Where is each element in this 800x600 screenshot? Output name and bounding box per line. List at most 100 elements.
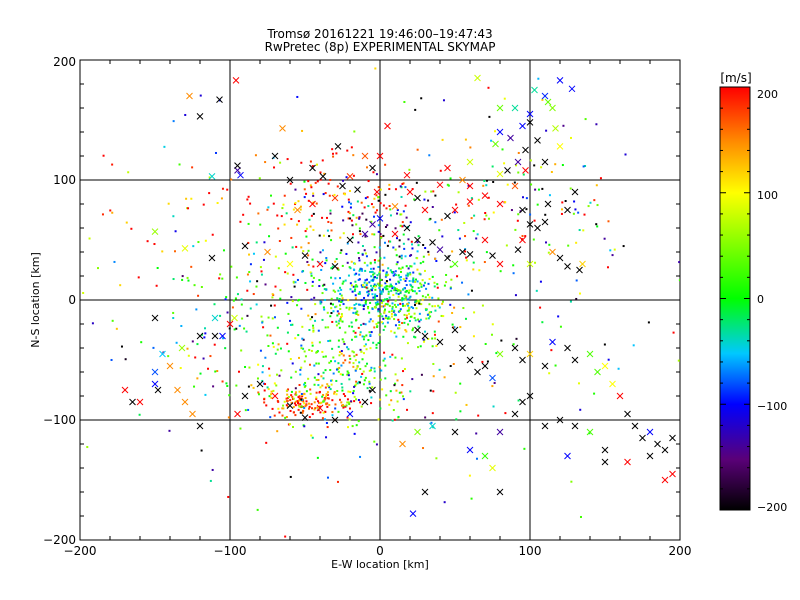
data-point-dot — [400, 270, 403, 273]
data-point-x — [159, 350, 166, 358]
data-point-x — [489, 464, 496, 472]
data-point-dot — [202, 203, 205, 206]
data-point-dot — [370, 284, 373, 287]
data-point-dot — [443, 376, 446, 379]
data-point-dot — [340, 288, 343, 291]
data-point-x-stroke — [391, 230, 399, 238]
data-point-dot — [361, 335, 364, 338]
data-point-dot — [397, 303, 400, 306]
data-point-dot — [300, 347, 303, 350]
data-point-dot — [312, 192, 315, 195]
data-point-dot — [339, 307, 342, 310]
data-point-dot — [353, 355, 356, 358]
data-point-dot — [337, 370, 340, 373]
data-point-dot — [360, 201, 363, 204]
data-point-x — [294, 206, 301, 214]
data-point-x-stroke — [361, 230, 369, 238]
data-point-x — [564, 452, 571, 460]
data-point-dot — [299, 205, 302, 208]
data-point-x — [564, 344, 571, 352]
data-point-dot — [362, 370, 365, 373]
data-point-dot — [389, 278, 392, 281]
data-point-dot — [486, 360, 489, 363]
data-point-x — [361, 398, 369, 406]
data-point-dot — [370, 275, 373, 278]
data-point-x-stroke — [406, 188, 414, 196]
data-point-dot — [451, 323, 454, 326]
data-point-x-stroke — [414, 326, 421, 334]
data-point-dot — [349, 267, 352, 270]
data-point-dot — [224, 347, 227, 350]
data-point-dot — [321, 216, 324, 219]
y-tick-label: 100 — [53, 173, 76, 187]
data-point-dot — [263, 389, 266, 392]
data-point-dot — [355, 335, 358, 338]
data-point-dot — [249, 280, 252, 283]
data-point-dot — [125, 221, 128, 224]
data-point-x-stroke — [564, 344, 571, 352]
data-point-dot — [373, 246, 376, 249]
data-point-dot — [299, 402, 302, 405]
data-point-dot — [204, 327, 207, 330]
data-point-dot — [495, 352, 498, 355]
data-point-dot — [416, 280, 419, 283]
data-point-dot — [311, 258, 314, 261]
data-point-dot — [267, 316, 270, 319]
data-point-dot — [300, 405, 303, 408]
data-point-dot — [358, 230, 361, 233]
data-point-dot — [377, 186, 380, 189]
data-point-x — [331, 263, 339, 270]
data-point-dot — [227, 495, 230, 498]
y-tick-label: 0 — [68, 293, 76, 307]
data-point-dot — [313, 401, 316, 404]
data-point-dot — [296, 95, 299, 98]
data-point-x-stroke — [661, 446, 669, 454]
data-point-dot — [324, 397, 327, 400]
data-point-dot — [397, 318, 400, 321]
data-point-dot — [268, 367, 271, 370]
data-point-dot — [371, 307, 374, 310]
data-point-x — [541, 158, 549, 166]
data-point-dot — [490, 333, 493, 336]
data-point-dot — [537, 188, 540, 191]
data-point-dot — [204, 239, 207, 242]
data-point-dot — [575, 279, 578, 282]
data-point-x-stroke — [376, 215, 384, 222]
data-point-dot — [187, 354, 190, 357]
data-point-dot — [214, 151, 217, 154]
data-point-dot — [434, 305, 437, 308]
data-point-dot — [304, 405, 307, 408]
data-point-dot — [352, 365, 355, 368]
data-point-dot — [408, 296, 411, 299]
data-point-dot — [410, 306, 413, 309]
data-point-x — [639, 434, 646, 442]
data-point-x-stroke — [489, 464, 496, 472]
data-point-dot — [247, 195, 250, 198]
data-point-dot — [300, 246, 303, 249]
data-point-x — [286, 402, 294, 409]
data-point-dot — [344, 279, 347, 282]
data-point-dot — [409, 265, 412, 268]
data-point-dot — [445, 273, 448, 276]
data-point-dot — [354, 285, 357, 288]
data-point-dot — [335, 152, 338, 155]
data-point-dot — [416, 257, 419, 260]
data-point-x-stroke — [571, 356, 579, 364]
data-point-dot — [476, 233, 479, 236]
data-point-dot — [332, 310, 335, 313]
data-point-dot — [482, 184, 485, 187]
data-point-dot — [357, 326, 360, 329]
data-point-dot — [186, 276, 189, 279]
data-point-dot — [200, 286, 203, 289]
data-point-x-stroke — [316, 260, 324, 268]
data-point-dot — [536, 203, 539, 206]
data-point-dot — [284, 535, 287, 538]
data-point-dot — [260, 273, 263, 276]
data-point-dot — [348, 325, 351, 328]
data-point-dot — [386, 303, 389, 306]
data-point-dot — [342, 354, 345, 357]
data-point-dot — [322, 193, 325, 196]
data-point-dot — [363, 206, 366, 209]
data-point-dot — [431, 275, 434, 278]
data-point-dot — [336, 310, 339, 313]
